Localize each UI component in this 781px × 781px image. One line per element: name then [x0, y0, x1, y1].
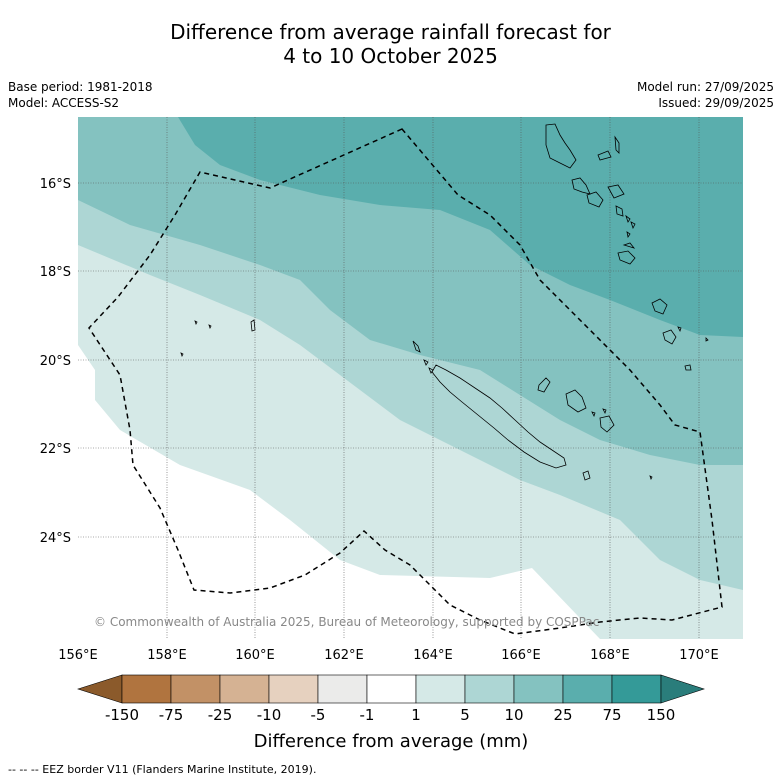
colorbar-tick: -150	[105, 706, 139, 724]
colorbar-tick: -75	[159, 706, 184, 724]
lat-label: 16°S	[40, 177, 71, 192]
colorbar-tick: 10	[504, 706, 523, 724]
colorbar-tick: -1	[360, 706, 375, 724]
lat-label: 22°S	[40, 442, 71, 457]
colorbar-label: Difference from average (mm)	[254, 731, 529, 752]
lon-label: 162°E	[324, 648, 364, 663]
colorbar-tick: 150	[647, 706, 676, 724]
colorbar-segment	[121, 674, 172, 704]
colorbar-tick: 1	[411, 706, 421, 724]
graticule	[78, 117, 743, 639]
lat-label: 24°S	[40, 531, 71, 546]
title-line-2: 4 to 10 October 2025	[283, 44, 498, 68]
lon-label: 168°E	[590, 648, 630, 663]
base-period-text: Base period: 1981-2018	[8, 80, 153, 94]
lat-label: 18°S	[40, 265, 71, 280]
islands-small	[180, 319, 256, 358]
colorbar-segment	[268, 674, 319, 704]
colorbar-segment	[366, 674, 417, 704]
colorbar-segment	[611, 674, 662, 704]
colorbar-extend-high	[660, 674, 705, 704]
lon-label: 158°E	[147, 648, 187, 663]
lon-label: 156°E	[58, 648, 98, 663]
colorbar-segment	[170, 674, 221, 704]
lon-label: 166°E	[501, 648, 541, 663]
lon-label: 170°E	[679, 648, 719, 663]
lon-label: 164°E	[413, 648, 453, 663]
colorbar-tick: -10	[257, 706, 282, 724]
colorbar-tick: 75	[602, 706, 621, 724]
colorbar-segment	[317, 674, 368, 704]
colorbar-tick: -25	[208, 706, 233, 724]
colorbar-segment	[562, 674, 613, 704]
colorbar-segment	[415, 674, 466, 704]
title-line-1: Difference from average rainfall forecas…	[170, 20, 611, 44]
model-text: Model: ACCESS-S2	[8, 96, 120, 110]
islands-new-caledonia	[412, 340, 653, 481]
colorbar-segment	[219, 674, 270, 704]
longitude-labels: 156°E 158°E 160°E 162°E 164°E 166°E 168°…	[58, 648, 719, 663]
islands-vanuatu	[545, 123, 709, 371]
colorbar-ticks: -150 -75 -25 -10 -5 -1 1 5 10 25 75 150	[105, 706, 675, 724]
copyright-text: © Commonwealth of Australia 2025, Bureau…	[94, 615, 599, 629]
colorbar-tick: 5	[460, 706, 470, 724]
colorbar-segment	[513, 674, 564, 704]
rainfall-map	[78, 117, 743, 639]
model-run-text: Model run: 27/09/2025	[636, 80, 774, 94]
colorbar-tick: -5	[311, 706, 326, 724]
lat-label: 20°S	[40, 354, 71, 369]
band-25-75	[178, 117, 743, 337]
colorbar	[77, 674, 705, 704]
lon-label: 160°E	[235, 648, 275, 663]
latitude-labels: 16°S 18°S 20°S 22°S 24°S	[40, 177, 71, 546]
issued-text: Issued: 29/09/2025	[658, 96, 774, 110]
colorbar-tick: 25	[553, 706, 572, 724]
colorbar-extend-low	[77, 674, 123, 704]
colorbar-segment	[464, 674, 515, 704]
eez-footnote: -- -- -- EEZ border V11 (Flanders Marine…	[8, 763, 317, 776]
